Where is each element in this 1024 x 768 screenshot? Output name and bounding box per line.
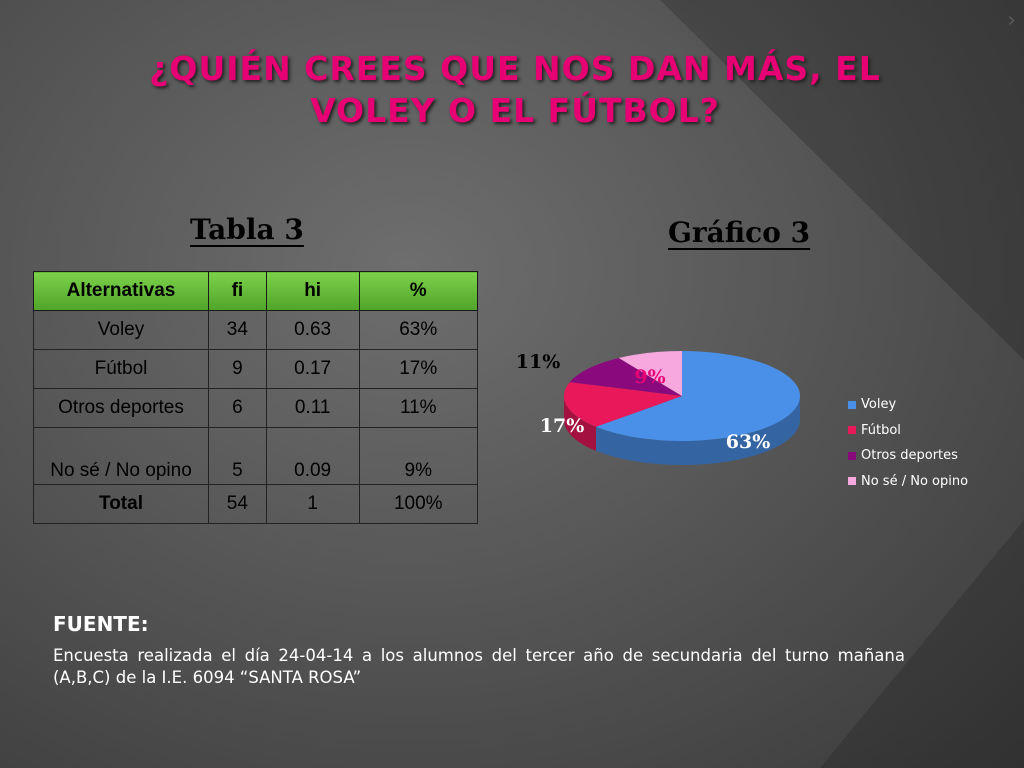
pie-side-f-tbol (564, 396, 596, 451)
table-row: Voley 34 0.63 63% (33, 310, 479, 350)
table-row: Otros deportes 6 0.11 11% (33, 388, 479, 428)
cell-hi: 0.09 (265, 427, 360, 485)
frequency-table: Alternativas fi hi % Voley 34 0.63 63% F… (33, 271, 479, 524)
pie-label-no-s-no-opino: 9% (634, 366, 665, 388)
chart-heading: Gráfico 3 (668, 216, 811, 249)
cell-alternative: Fútbol (33, 349, 209, 389)
pie-label-otros-deportes: 11% (516, 351, 561, 373)
next-arrow-icon[interactable]: › (1007, 8, 1016, 33)
source-text: Encuesta realizada el día 24-04-14 a los… (53, 646, 905, 687)
table-row: Fútbol 9 0.17 17% (33, 349, 479, 389)
cell-total-fi: 54 (208, 484, 267, 524)
legend-item: Otros deportes (848, 443, 968, 469)
pie-chart-svg: 63% 17% 11% 9% (516, 351, 800, 465)
cell-alternative: Voley (33, 310, 209, 350)
cell-fi: 9 (208, 349, 267, 389)
table-heading: Tabla 3 (190, 213, 304, 246)
pie-slice-otros-deportes (569, 358, 682, 396)
legend-label: Voley (861, 397, 897, 413)
table-header-row: Alternativas fi hi % (33, 271, 479, 311)
pie-slice-f-tbol (564, 382, 682, 427)
header-percent: % (358, 271, 479, 311)
cell-hi: 0.11 (265, 388, 360, 428)
chart-legend: Voley Fútbol Otros deportes No sé / No opin… (848, 392, 968, 494)
cell-hi: 0.17 (265, 349, 360, 389)
legend-label: Otros deportes (861, 448, 958, 464)
pie-chart: 63% 17% 11% 9% (500, 330, 820, 514)
cell-fi: 34 (208, 310, 267, 350)
table-total-row: Total 54 1 100% (33, 484, 479, 524)
cell-hi: 0.63 (265, 310, 360, 350)
cell-fi: 5 (208, 427, 267, 485)
legend-swatch (848, 400, 856, 409)
legend-item: No sé / No opino (848, 469, 968, 495)
cell-total-percent: 100% (358, 484, 479, 524)
legend-item: Voley (848, 392, 968, 418)
legend-swatch (848, 451, 856, 460)
header-fi: fi (208, 271, 267, 311)
cell-fi: 6 (208, 388, 267, 428)
legend-swatch (848, 477, 856, 486)
header-alternativas: Alternativas (33, 271, 209, 311)
cell-percent: 17% (358, 349, 479, 389)
cell-total-label: Total (33, 484, 209, 524)
pie-label-voley: 63% (726, 431, 771, 453)
legend-label: No sé / No opino (861, 473, 969, 489)
header-hi: hi (265, 271, 360, 311)
legend-item: Fútbol (848, 418, 968, 444)
pie-label-f-tbol: 17% (540, 415, 585, 437)
pie-side-voley (595, 396, 800, 465)
source-label: FUENTE: (53, 612, 149, 636)
pie-side-walls (564, 396, 800, 465)
slide-title: ¿Quién crees que nos dan más, el voley o… (149, 49, 881, 130)
legend-swatch (848, 426, 856, 435)
cell-percent: 9% (358, 427, 479, 485)
cell-alternative: Otros deportes (33, 388, 209, 428)
legend-label: Fútbol (861, 422, 901, 438)
cell-percent: 11% (358, 388, 479, 428)
pie-slice-no-s-no-opino (618, 351, 682, 396)
table-row: No sé / No opino 5 0.09 9% (33, 427, 479, 485)
cell-total-hi: 1 (265, 484, 360, 524)
pie-slice-voley (595, 351, 800, 441)
cell-percent: 63% (358, 310, 479, 350)
cell-alternative: No sé / No opino (33, 427, 209, 485)
